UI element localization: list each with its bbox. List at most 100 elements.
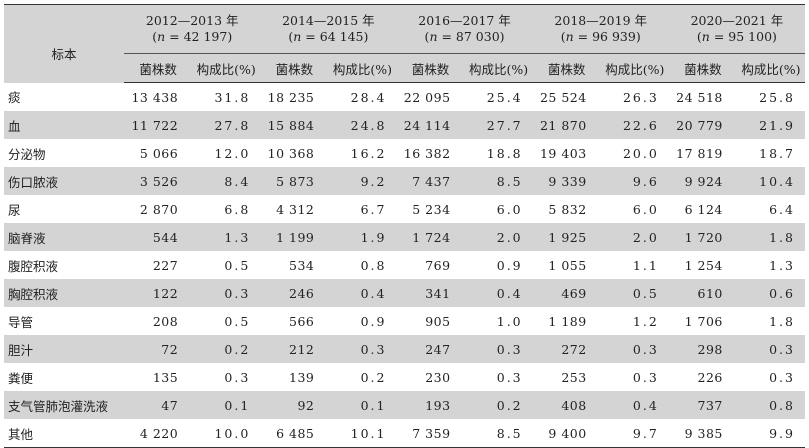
ratio-cell: 0.2 (192, 335, 261, 363)
table-row: 胆汁 72 0.2 212 0.3 247 0.3 272 0.3 298 0.3 (4, 335, 805, 363)
period-name: 2018—2019 年 (554, 13, 648, 28)
ratio-cell: 25.8 (759, 89, 795, 105)
strain-count-cell: 6 124 (684, 201, 723, 217)
strain-count-cell: 253 (561, 369, 587, 385)
ratio-cell: 1.8 (769, 313, 795, 329)
ratio-cell: 9.9 (736, 419, 805, 448)
ratio-cell: 8.5 (464, 167, 533, 195)
period-name: 2012—2013 年 (145, 13, 239, 28)
strain-count-cell: 469 (532, 279, 601, 307)
specimen-name-cell: 血 (4, 111, 125, 139)
strain-count-cell: 139 (289, 369, 315, 385)
ratio-cell: 1.8 (736, 223, 805, 251)
count-column-header: 菌株数 (260, 53, 329, 83)
ratio-cell: 1.0 (496, 313, 523, 329)
ratio-column-header: 构成比(%) (328, 53, 397, 83)
ratio-cell: 0.6 (736, 279, 805, 307)
specimen-name-cell: 腹腔积液 (8, 258, 59, 274)
ratio-cell: 16.2 (350, 145, 387, 161)
ratio-cell: 0.1 (192, 391, 261, 419)
period-header: 2014—2015 年 (n = 64 145) (260, 4, 397, 54)
table-row: 尿 2 870 6.8 4 312 6.7 5 234 6.0 5 832 6.0 6 124 6.… (4, 195, 805, 223)
ratio-cell: 0.3 (496, 369, 523, 385)
strain-count-cell: 15 884 (260, 111, 329, 139)
strain-count-cell: 19 403 (539, 145, 587, 161)
strain-count-cell: 6 485 (260, 419, 329, 448)
ratio-cell: 0.2 (360, 369, 387, 385)
ratio-cell: 1.2 (632, 313, 659, 329)
strain-count-cell: 246 (260, 279, 329, 307)
strain-count-cell: 272 (532, 335, 601, 363)
period-sample-size: (n = 95 100) (696, 29, 777, 44)
strain-count-cell: 9 339 (532, 167, 601, 195)
table-row: 分泌物 5 066 12.0 10 368 16.2 16 382 18.8 19 403 20… (4, 139, 805, 167)
strain-count-cell: 24 518 (676, 89, 723, 105)
ratio-cell: 1.9 (328, 223, 397, 251)
specimen-name-cell: 伤口脓液 (4, 167, 125, 195)
count-column-header: 菌株数 (668, 53, 737, 83)
strain-count-cell: 135 (152, 369, 179, 385)
ratio-cell: 26.3 (622, 89, 659, 105)
ratio-cell: 0.8 (736, 391, 805, 419)
specimen-name-cell: 胆汁 (4, 335, 125, 363)
ratio-cell: 0.3 (769, 369, 795, 385)
ratio-cell: 10.0 (192, 419, 261, 448)
table-row: 胸腔积液 122 0.3 246 0.4 341 0.4 469 0.5 610 0.6 (4, 279, 805, 307)
ratio-cell: 0.4 (464, 279, 533, 307)
table-row: 导管 208 0.5 566 0.9 905 1.0 1 189 1.2 1 706 1.8 (4, 307, 805, 335)
strain-count-cell: 21 870 (532, 111, 601, 139)
ratio-cell: 0.5 (224, 257, 251, 273)
strain-count-cell: 5 234 (412, 201, 451, 217)
strain-count-cell: 610 (668, 279, 737, 307)
strain-count-cell: 230 (425, 369, 451, 385)
period-header: 2016—2017 年 (n = 87 030) (396, 4, 533, 54)
period-name: 2020—2021 年 (690, 13, 784, 28)
ratio-cell: 18.8 (486, 145, 523, 161)
specimen-name-cell: 尿 (8, 202, 21, 218)
specimen-name-cell: 其他 (4, 419, 125, 448)
strain-count-cell: 1 199 (260, 223, 329, 251)
ratio-cell: 8.4 (192, 167, 261, 195)
ratio-cell: 18.7 (759, 145, 795, 161)
period-sample-size: (n = 42 197) (152, 29, 233, 44)
strain-count-cell: 534 (289, 257, 315, 273)
strain-count-cell: 226 (697, 369, 723, 385)
strain-count-cell: 5 873 (260, 167, 329, 195)
ratio-cell: 9.6 (600, 167, 669, 195)
ratio-column-header: 构成比(%) (600, 53, 669, 83)
ratio-cell: 0.3 (632, 369, 659, 385)
table-row: 粪便 135 0.3 139 0.2 230 0.3 253 0.3 226 0.3 (4, 363, 805, 391)
table-body: 痰 13 438 31.8 18 235 28.4 22 095 25.4 25 524 26.… (4, 83, 805, 448)
specimen-name-cell: 导管 (8, 314, 34, 330)
ratio-cell: 6.0 (496, 201, 523, 217)
strain-count-cell: 1 055 (548, 257, 587, 273)
specimen-column-header: 标本 (4, 4, 125, 83)
strain-count-cell: 2 870 (139, 201, 179, 217)
ratio-cell: 0.3 (600, 335, 669, 363)
ratio-cell: 2.0 (464, 223, 533, 251)
strain-count-cell: 905 (425, 313, 451, 329)
ratio-cell: 10.1 (328, 419, 397, 448)
specimen-name-cell: 粪便 (8, 370, 34, 386)
strain-count-cell: 3 526 (124, 167, 193, 195)
ratio-cell: 6.7 (360, 201, 387, 217)
strain-count-cell: 4 220 (124, 419, 193, 448)
strain-count-cell: 20 779 (668, 111, 737, 139)
strain-count-cell: 1 925 (532, 223, 601, 251)
ratio-cell: 0.8 (360, 257, 387, 273)
period-name: 2016—2017 年 (418, 13, 511, 28)
ratio-cell: 8.5 (464, 419, 533, 448)
ratio-cell: 25.4 (486, 89, 523, 105)
specimen-distribution-table: 标本 2012—2013 年 (n = 42 197) 2014—2015 年 … (4, 4, 805, 448)
table-row: 其他 4 220 10.0 6 485 10.1 7 359 8.5 9 400 9.7 9 38… (4, 419, 805, 448)
strain-count-cell: 16 382 (403, 145, 451, 161)
ratio-cell: 24.8 (328, 111, 397, 139)
strain-count-cell: 7 359 (396, 419, 465, 448)
ratio-cell: 12.0 (214, 145, 251, 161)
strain-count-cell: 11 722 (124, 111, 193, 139)
strain-count-cell: 227 (152, 257, 179, 273)
ratio-cell: 9.2 (328, 167, 397, 195)
ratio-cell: 0.1 (328, 391, 397, 419)
strain-count-cell: 9 924 (668, 167, 737, 195)
period-name: 2014—2015 年 (282, 13, 375, 28)
